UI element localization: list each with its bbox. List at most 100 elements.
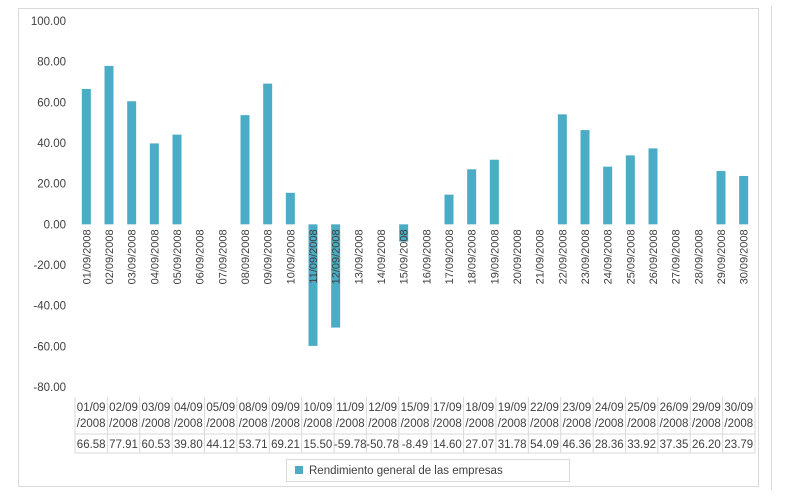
table-header-year: /2008 <box>498 418 527 430</box>
x-tick-label: 25/09/2008 <box>625 229 637 284</box>
table-value: -59.78 <box>334 439 367 451</box>
table-value: 28.36 <box>595 439 624 451</box>
bar <box>603 166 613 225</box>
table-header-date: 09/09 <box>271 402 300 414</box>
x-tick-label: 15/09/2008 <box>399 229 411 284</box>
legend-label: Rendimiento general de las empresas <box>309 465 503 477</box>
x-tick-label: 04/09/2008 <box>149 229 161 284</box>
bar <box>104 65 114 225</box>
x-tick-label: 05/09/2008 <box>172 229 184 284</box>
x-tick-label: 01/09/2008 <box>81 229 93 284</box>
legend: Rendimiento general de las empresas <box>286 459 570 482</box>
table-header-year: /2008 <box>368 418 397 430</box>
table-value: 23.79 <box>724 439 753 451</box>
table-header-date: 23/09 <box>563 402 592 414</box>
table-header-date: 03/09 <box>142 402 171 414</box>
table-header-date: 05/09 <box>206 402 235 414</box>
x-tick-label: 09/09/2008 <box>263 229 275 284</box>
table-value: 27.07 <box>465 439 494 451</box>
table-value: 26.20 <box>692 439 721 451</box>
table-header-year: /2008 <box>692 418 721 430</box>
legend-box <box>286 459 570 482</box>
x-tick-label: 03/09/2008 <box>127 229 139 284</box>
y-tick-label: -40.00 <box>33 301 66 313</box>
table-value: 39.80 <box>174 439 203 451</box>
table-header-date: 10/09 <box>303 402 332 414</box>
y-tick-label: 0.00 <box>44 219 66 231</box>
table-header-year: /2008 <box>627 418 656 430</box>
table-value: 37.35 <box>660 439 689 451</box>
x-tick-label: 24/09/2008 <box>603 229 615 284</box>
x-tick-label: 08/09/2008 <box>240 229 252 284</box>
bar <box>557 114 567 225</box>
x-tick-label: 10/09/2008 <box>285 229 297 284</box>
table-header-date: 24/09 <box>595 402 624 414</box>
table-header-date: 22/09 <box>530 402 559 414</box>
table-header-date: 04/09 <box>174 402 203 414</box>
x-tick-label: 14/09/2008 <box>376 229 388 284</box>
table-value: 46.36 <box>563 439 592 451</box>
x-tick-label: 13/09/2008 <box>353 229 365 284</box>
table-value: 54.09 <box>530 439 559 451</box>
y-tick-label: -80.00 <box>33 382 66 394</box>
table-header-date: 02/09 <box>109 402 138 414</box>
x-tick-label: 11/09/2008 <box>308 229 320 283</box>
table-value: 77.91 <box>109 439 138 451</box>
table-header-year: /2008 <box>336 418 365 430</box>
table-value: 53.71 <box>239 439 268 451</box>
table-header-date: 15/09 <box>401 402 430 414</box>
bar <box>716 171 726 225</box>
bar <box>648 148 658 225</box>
table-header-year: /2008 <box>530 418 559 430</box>
table-header-date: 08/09 <box>239 402 268 414</box>
table-header-year: /2008 <box>401 418 430 430</box>
bar <box>331 224 341 328</box>
table-header-year: /2008 <box>142 418 171 430</box>
chart-border <box>18 8 759 487</box>
table-header-date: 11/09 <box>336 402 364 414</box>
bar <box>81 88 91 225</box>
bar <box>308 224 318 346</box>
bar <box>467 169 477 225</box>
table-value: 14.60 <box>433 439 462 451</box>
table-header-date: 30/09 <box>724 402 753 414</box>
table-value: 44.12 <box>206 439 235 451</box>
data-table: 01/09/200866.5802/09/200877.9103/09/2008… <box>74 397 756 454</box>
table-header-year: /2008 <box>724 418 753 430</box>
table-value: 15.50 <box>303 439 332 451</box>
y-tick-label: 40.00 <box>37 138 66 150</box>
table-header-year: /2008 <box>239 418 268 430</box>
bar <box>739 175 749 225</box>
table-value: 66.58 <box>77 439 106 451</box>
table-header-year: /2008 <box>206 418 235 430</box>
x-tick-label: 17/09/2008 <box>444 229 456 284</box>
table-header-year: /2008 <box>433 418 462 430</box>
table-header-date: 12/09 <box>368 402 397 414</box>
y-tick-label: 80.00 <box>37 57 66 69</box>
x-tick-label: 27/09/2008 <box>671 229 683 284</box>
x-tick-label: 28/09/2008 <box>693 229 705 284</box>
x-tick-label: 20/09/2008 <box>512 229 524 284</box>
y-tick-label: 100.00 <box>31 16 66 28</box>
bar <box>263 83 273 225</box>
x-tick-label: 23/09/2008 <box>580 229 592 284</box>
table-header-date: 29/09 <box>692 402 721 414</box>
x-tick-label: 21/09/2008 <box>535 229 547 284</box>
x-tick-label: 12/09/2008 <box>331 229 343 284</box>
table-header-date: 25/09 <box>627 402 656 414</box>
table-value: 31.78 <box>498 439 527 451</box>
bar <box>399 224 409 242</box>
table-header-date: 18/09 <box>465 402 494 414</box>
table-value: -50.78 <box>366 439 399 451</box>
y-tick-label: 60.00 <box>37 97 66 109</box>
x-tick-label: 02/09/2008 <box>104 229 116 284</box>
bar <box>127 101 137 225</box>
table-header-year: /2008 <box>595 418 624 430</box>
bar <box>444 194 454 225</box>
bar <box>580 130 590 225</box>
table-header-date: 26/09 <box>660 402 689 414</box>
y-tick-label: 20.00 <box>37 179 66 191</box>
table-header-year: /2008 <box>174 418 203 430</box>
